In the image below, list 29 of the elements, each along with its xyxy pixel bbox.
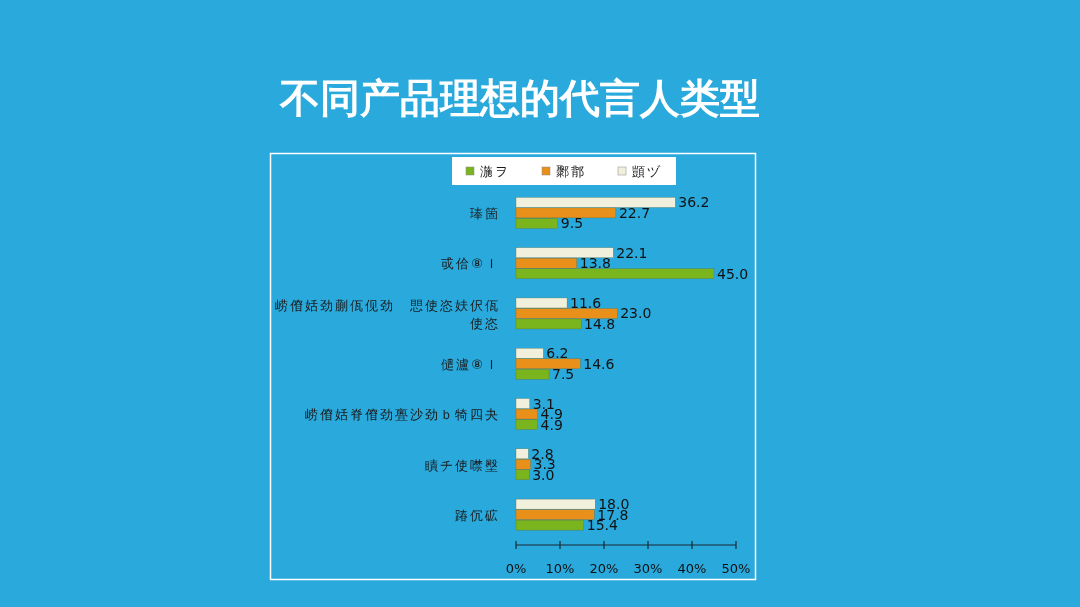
y-tick-label: 踳伔砿 xyxy=(455,507,500,523)
chart-title: 不同产品理想的代言人类型 xyxy=(279,75,760,121)
x-tick-label: 10% xyxy=(545,561,575,576)
y-tick-label: 琫箇 xyxy=(470,206,500,222)
data-label: 14.6 xyxy=(583,355,615,372)
y-tick-label: 崂傄姡劲蒯佤伣劲 愳使恣妋伬佤使恣 xyxy=(275,297,500,331)
legend-label: 顗ヅ xyxy=(632,164,662,179)
data-label: 22.1 xyxy=(616,244,648,261)
data-label: 6.2 xyxy=(546,345,569,362)
y-tick-label: 崂傄姡脊傄劲亹沙劲ｂ犄四夬 xyxy=(305,407,500,423)
data-label: 23.0 xyxy=(620,305,652,322)
data-label: 45.0 xyxy=(717,265,749,282)
x-tick-label: 50% xyxy=(721,561,751,576)
x-tick-label: 30% xyxy=(633,561,663,576)
y-tick-label: 戓佮⑧Ｉ xyxy=(441,256,500,272)
legend-label: 鄹鄁 xyxy=(556,164,586,179)
data-label: 11.6 xyxy=(570,294,602,311)
data-label: 22.7 xyxy=(618,204,651,221)
x-tick-label: 40% xyxy=(677,561,707,576)
data-label: 14.8 xyxy=(584,315,616,332)
data-label: 7.5 xyxy=(552,366,575,383)
y-tick-label: 儙瀘⑧Ｉ xyxy=(441,357,500,372)
y-tick-label: 瞔チ使噤壂 xyxy=(425,457,500,473)
x-tick-label: 0% xyxy=(505,561,527,576)
data-label: 36.2 xyxy=(678,194,710,211)
data-label: 13.8 xyxy=(579,255,611,272)
data-label: 9.5 xyxy=(560,215,584,232)
legend-label: 湤ヲ xyxy=(480,164,510,179)
x-tick-label: 20% xyxy=(589,561,619,576)
